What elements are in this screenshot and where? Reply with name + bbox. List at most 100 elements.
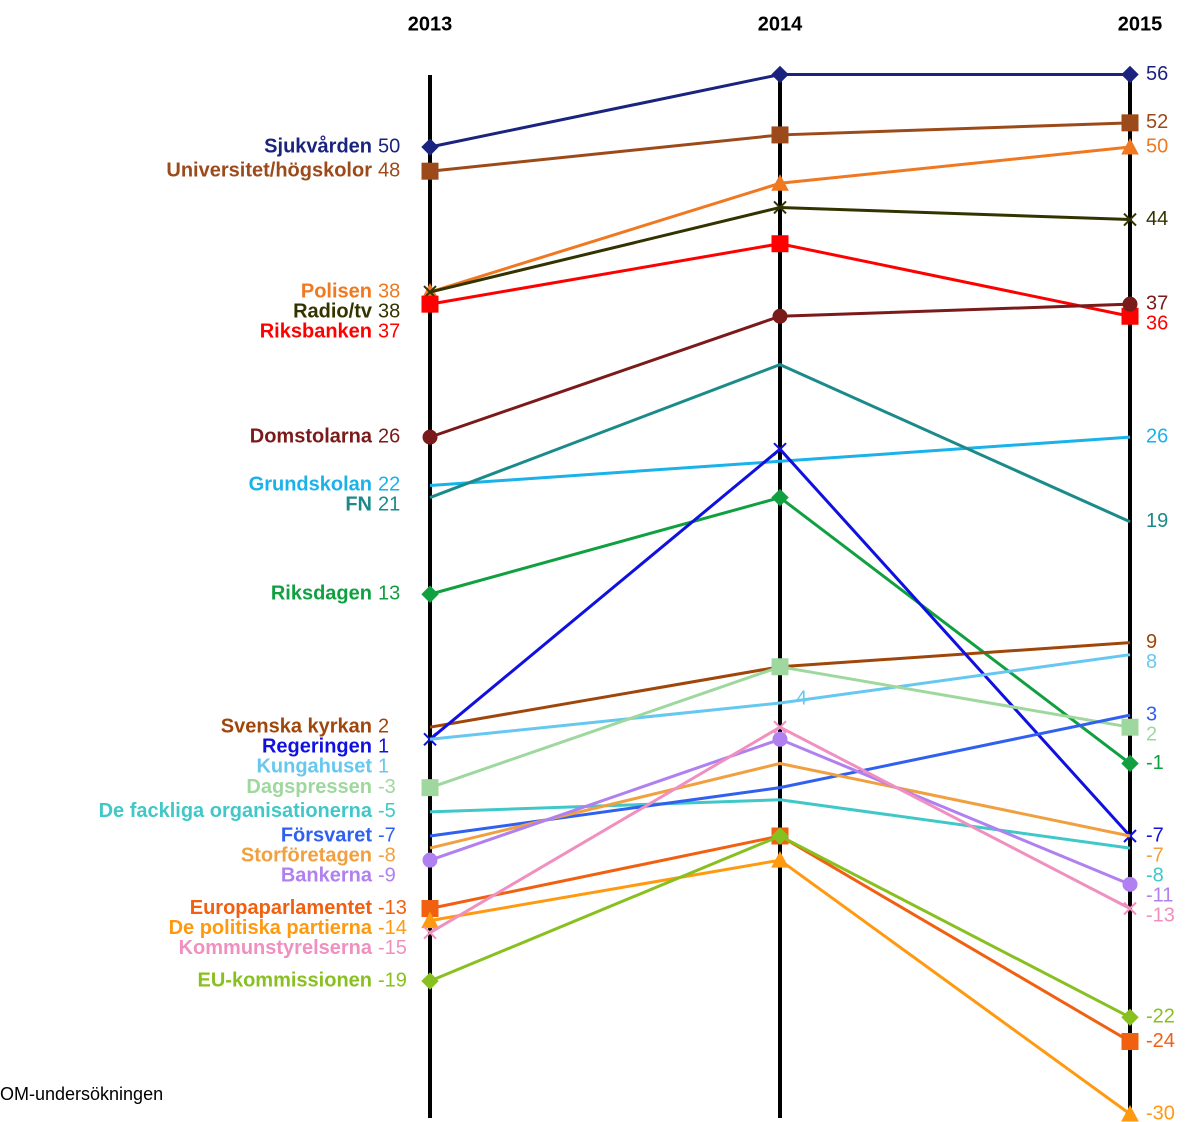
marker (1121, 1104, 1139, 1122)
value-label: -24 (1146, 1030, 1175, 1052)
value-label: 8 (1146, 651, 1157, 673)
marker (421, 779, 439, 797)
marker (1122, 296, 1138, 312)
marker (421, 585, 439, 603)
value-label: -14 (378, 917, 407, 939)
marker (771, 235, 789, 253)
value-label: -30 (1146, 1102, 1175, 1122)
value-label: 38 (378, 300, 400, 322)
year-label: 2015 (1118, 13, 1163, 35)
series-name: Polisen (301, 280, 372, 302)
marker (1121, 65, 1139, 84)
series-name: Försvaret (281, 824, 372, 846)
source: OM-undersökningen (0, 1084, 163, 1104)
series-name: Radio/tv (293, 300, 373, 322)
year-label: 2013 (408, 13, 453, 35)
value-label: 52 (1146, 111, 1168, 133)
value-label: 26 (1146, 425, 1168, 447)
series-name: Europaparlamentet (190, 897, 373, 919)
value-label: 56 (1146, 63, 1168, 85)
value-label: 22 (378, 474, 400, 496)
value-label: -7 (378, 824, 396, 846)
series-name: Universitet/högskolor (166, 159, 372, 181)
value-label: -8 (1146, 864, 1164, 886)
value-label: 9 (1146, 631, 1157, 653)
marker (1121, 137, 1139, 155)
value-label: -22 (1146, 1006, 1175, 1028)
slope-line (429, 653, 1131, 741)
marker (1123, 901, 1137, 916)
value-label: -8 (378, 844, 396, 866)
value-label: -3 (378, 776, 396, 798)
value-label: -9 (378, 864, 396, 886)
series-name: Storföretagen (241, 844, 372, 866)
marker (1121, 754, 1139, 773)
slope-line (429, 435, 1131, 487)
marker (772, 308, 788, 324)
marker (771, 658, 789, 676)
series-name: Dagspressen (246, 776, 372, 798)
value-label: 4 (796, 687, 807, 709)
marker (771, 851, 789, 868)
value-label: 37 (1146, 292, 1168, 314)
slope-line (429, 798, 1131, 850)
marker (421, 911, 439, 929)
series-name: Grundskolan (249, 474, 372, 496)
value-label: 50 (378, 135, 400, 157)
value-label: 44 (1146, 208, 1168, 230)
value-label: 38 (378, 280, 400, 302)
marker (773, 200, 787, 215)
value-label: 36 (1146, 312, 1168, 334)
value-label: -19 (378, 969, 407, 991)
marker (1121, 114, 1139, 132)
marker (421, 162, 439, 180)
value-label: -7 (1146, 844, 1164, 866)
series-name: EU-kommissionen (198, 969, 372, 991)
series-name: Riksbanken (260, 320, 372, 342)
marker (771, 488, 789, 507)
value-label: 50 (1146, 135, 1168, 157)
marker (423, 732, 437, 747)
marker (422, 429, 438, 445)
value-label: -13 (1146, 904, 1175, 926)
marker (773, 442, 787, 456)
marker (421, 295, 439, 313)
series-name: Kommunstyrelserna (179, 937, 373, 959)
year-label: 2014 (758, 13, 803, 35)
value-label: 19 (1146, 510, 1168, 532)
slope-line (429, 362, 1131, 524)
series-name: Svenska kyrkan (221, 715, 372, 737)
marker (423, 925, 437, 940)
marker (771, 827, 789, 845)
marker (421, 138, 439, 156)
series-name: De fackliga organisationerna (99, 800, 373, 822)
marker (1121, 718, 1139, 736)
marker (771, 126, 789, 144)
marker (771, 174, 789, 191)
series-name: Domstolarna (250, 425, 373, 447)
series-name: Sjukvården (264, 134, 372, 157)
value-label: 3 (1146, 703, 1157, 725)
value-label: 2 (1146, 723, 1157, 745)
value-label: 21 (378, 494, 400, 516)
value-label: 37 (378, 320, 400, 342)
series-name: Riksdagen (271, 583, 372, 605)
value-label: -11 (1146, 884, 1173, 906)
value-label: 1 (378, 735, 389, 757)
marker (1122, 876, 1138, 892)
marker (771, 65, 789, 84)
marker (1121, 1008, 1139, 1027)
marker (422, 852, 438, 868)
marker (421, 972, 439, 990)
series-name: Kungahuset (256, 755, 372, 777)
series-name: Regeringen (262, 735, 372, 757)
value-label: -15 (378, 937, 407, 959)
value-label: -1 (1146, 752, 1164, 774)
value-label: 13 (378, 583, 400, 605)
marker (1121, 1032, 1139, 1050)
series-name: Bankerna (281, 864, 373, 886)
value-label: -7 (1146, 824, 1164, 846)
value-label: 26 (378, 425, 400, 447)
value-label: -5 (378, 800, 396, 822)
